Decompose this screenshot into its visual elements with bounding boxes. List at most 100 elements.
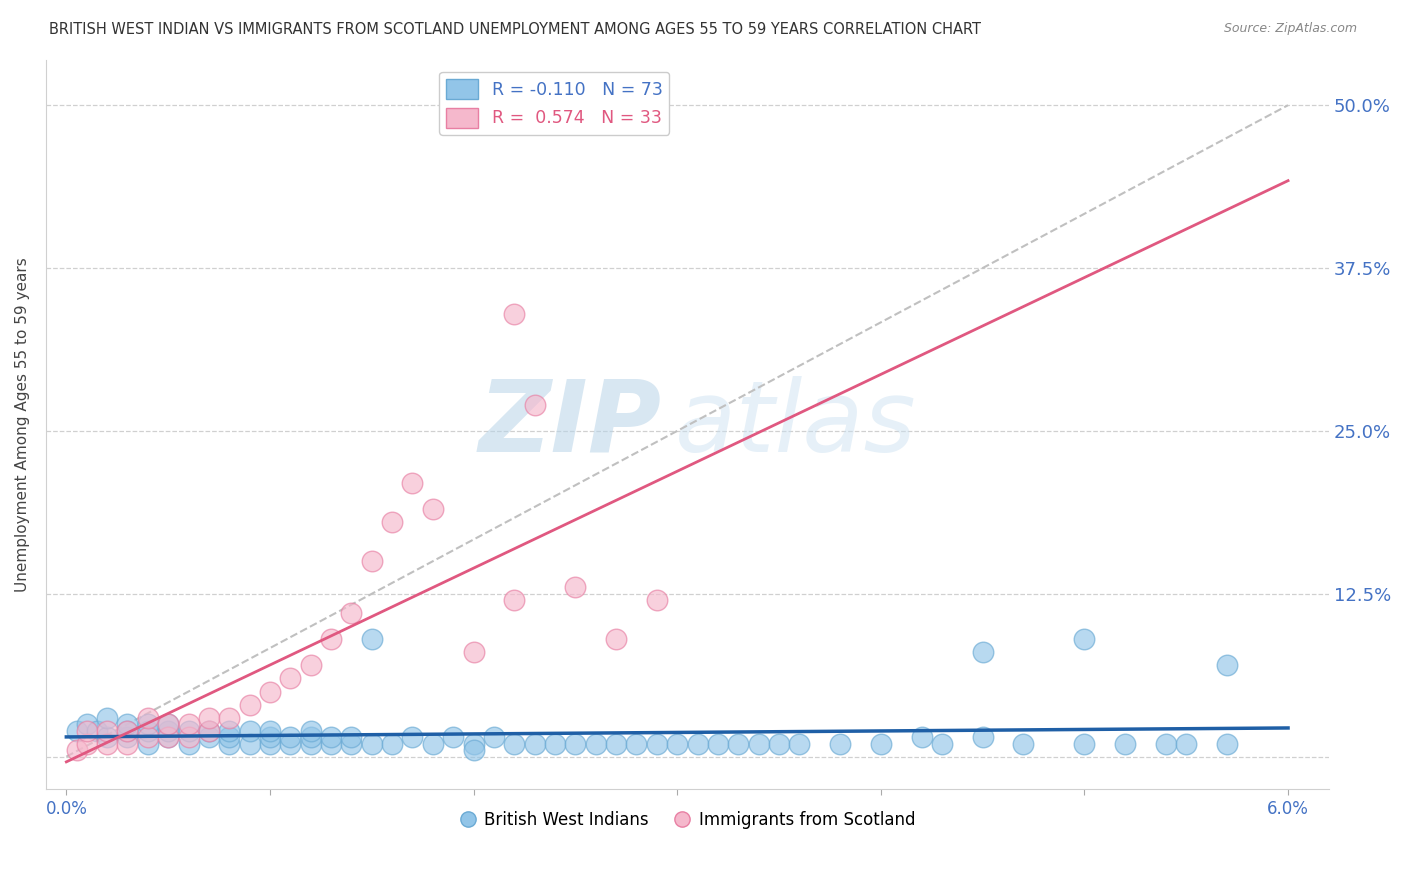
Point: [503, 737, 526, 751]
Text: BRITISH WEST INDIAN VS IMMIGRANTS FROM SCOTLAND UNEMPLOYMENT AMONG AGES 55 TO 59: BRITISH WEST INDIAN VS IMMIGRANTS FROM S…: [49, 22, 981, 37]
Point: [1175, 737, 1198, 751]
Point: [1216, 658, 1239, 673]
Point: [931, 737, 953, 751]
Point: [422, 502, 444, 516]
Point: [96, 737, 118, 751]
Point: [239, 737, 262, 751]
Point: [177, 723, 200, 738]
Text: atlas: atlas: [675, 376, 917, 473]
Point: [259, 737, 281, 751]
Point: [157, 717, 180, 731]
Point: [828, 737, 851, 751]
Point: [564, 580, 586, 594]
Point: [686, 737, 709, 751]
Point: [585, 737, 607, 751]
Point: [1154, 737, 1177, 751]
Point: [523, 398, 546, 412]
Point: [259, 684, 281, 698]
Point: [259, 730, 281, 744]
Point: [768, 737, 790, 751]
Point: [319, 737, 342, 751]
Point: [422, 737, 444, 751]
Point: [503, 593, 526, 607]
Point: [360, 737, 382, 751]
Point: [869, 737, 891, 751]
Point: [86, 723, 108, 738]
Point: [157, 730, 180, 744]
Point: [360, 632, 382, 647]
Point: [198, 710, 221, 724]
Point: [278, 730, 301, 744]
Point: [136, 730, 159, 744]
Point: [972, 645, 994, 659]
Point: [96, 730, 118, 744]
Point: [198, 723, 221, 738]
Text: Source: ZipAtlas.com: Source: ZipAtlas.com: [1223, 22, 1357, 36]
Point: [65, 743, 87, 757]
Point: [401, 730, 423, 744]
Point: [136, 737, 159, 751]
Point: [319, 632, 342, 647]
Point: [218, 737, 240, 751]
Point: [177, 730, 200, 744]
Point: [1216, 737, 1239, 751]
Point: [76, 723, 98, 738]
Point: [157, 723, 180, 738]
Point: [463, 645, 485, 659]
Point: [605, 632, 627, 647]
Point: [136, 717, 159, 731]
Point: [360, 554, 382, 568]
Point: [299, 730, 322, 744]
Point: [278, 672, 301, 686]
Point: [381, 515, 404, 529]
Point: [972, 730, 994, 744]
Point: [218, 710, 240, 724]
Point: [340, 730, 363, 744]
Point: [605, 737, 627, 751]
Point: [117, 737, 139, 751]
Legend: British West Indians, Immigrants from Scotland: British West Indians, Immigrants from Sc…: [453, 805, 922, 836]
Point: [177, 737, 200, 751]
Point: [117, 717, 139, 731]
Point: [910, 730, 932, 744]
Point: [117, 730, 139, 744]
Point: [198, 730, 221, 744]
Point: [1012, 737, 1035, 751]
Text: ZIP: ZIP: [478, 376, 662, 473]
Point: [136, 710, 159, 724]
Point: [96, 710, 118, 724]
Point: [401, 476, 423, 491]
Point: [645, 593, 668, 607]
Point: [1114, 737, 1136, 751]
Point: [1073, 737, 1095, 751]
Point: [626, 737, 648, 751]
Point: [463, 737, 485, 751]
Point: [503, 307, 526, 321]
Point: [544, 737, 567, 751]
Point: [239, 723, 262, 738]
Point: [748, 737, 770, 751]
Point: [218, 723, 240, 738]
Point: [96, 723, 118, 738]
Point: [76, 737, 98, 751]
Point: [299, 658, 322, 673]
Point: [381, 737, 404, 751]
Point: [76, 717, 98, 731]
Point: [482, 730, 505, 744]
Point: [564, 737, 586, 751]
Point: [239, 698, 262, 712]
Point: [645, 737, 668, 751]
Point: [707, 737, 730, 751]
Point: [340, 737, 363, 751]
Point: [441, 730, 464, 744]
Point: [157, 730, 180, 744]
Point: [278, 737, 301, 751]
Point: [117, 723, 139, 738]
Point: [340, 607, 363, 621]
Point: [523, 737, 546, 751]
Point: [789, 737, 811, 751]
Point: [65, 723, 87, 738]
Point: [1073, 632, 1095, 647]
Y-axis label: Unemployment Among Ages 55 to 59 years: Unemployment Among Ages 55 to 59 years: [15, 257, 30, 591]
Point: [157, 717, 180, 731]
